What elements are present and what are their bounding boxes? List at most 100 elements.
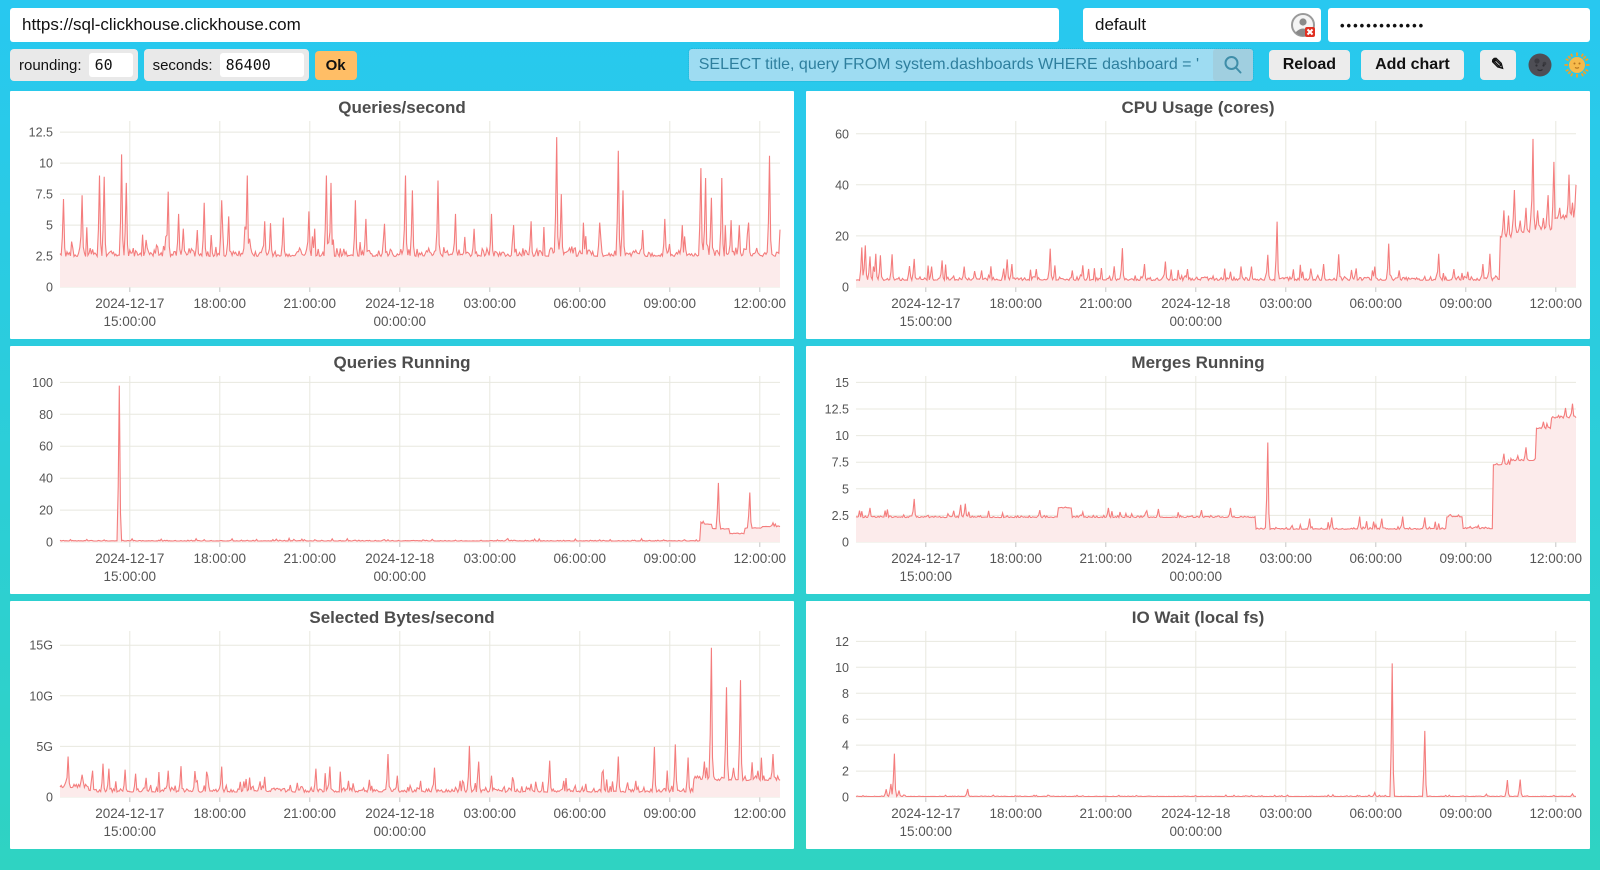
svg-text:2.5: 2.5	[832, 509, 849, 523]
svg-text:2024-12-18: 2024-12-18	[1161, 806, 1230, 821]
svg-text:15: 15	[835, 376, 849, 390]
chart-panel-queries-running: Queries Running 2024-12-17 15:00:00 18:00:…	[10, 346, 794, 594]
svg-text:5: 5	[842, 482, 849, 496]
svg-text:06:00:00: 06:00:00	[1350, 806, 1403, 821]
add-chart-button[interactable]: Add chart	[1361, 50, 1464, 80]
chart-panel-io-wait: IO Wait (local fs) 2024-12-17 15:00:00 18:…	[806, 601, 1590, 849]
connection-bar	[10, 8, 1590, 42]
svg-text:18:00:00: 18:00:00	[990, 551, 1043, 566]
chart-plot-area[interactable]: 2024-12-17 15:00:00 18:00:00 21:00:00 2024-1…	[806, 601, 1590, 849]
svg-text:2024-12-18: 2024-12-18	[365, 296, 434, 311]
svg-text:20: 20	[39, 504, 53, 518]
svg-text:2: 2	[842, 765, 849, 779]
svg-text:2024-12-17: 2024-12-17	[95, 296, 164, 311]
svg-text:7.5: 7.5	[832, 456, 849, 470]
chart-plot-area[interactable]: 2024-12-17 15:00:00 18:00:00 21:00:00 2024-1…	[10, 346, 794, 594]
svg-text:06:00:00: 06:00:00	[554, 806, 607, 821]
svg-text:21:00:00: 21:00:00	[284, 806, 337, 821]
seconds-input[interactable]	[219, 53, 304, 77]
svg-text:12:00:00: 12:00:00	[734, 296, 787, 311]
chart-title: Selected Bytes/second	[309, 608, 495, 627]
svg-text:06:00:00: 06:00:00	[554, 551, 607, 566]
svg-text:21:00:00: 21:00:00	[284, 296, 337, 311]
password-input[interactable]	[1328, 8, 1590, 42]
svg-text:06:00:00: 06:00:00	[1350, 296, 1403, 311]
dashboard-page: rounding: seconds: Ok Reload Add chart ✎	[10, 8, 1590, 849]
svg-text:18:00:00: 18:00:00	[194, 806, 247, 821]
svg-text:09:00:00: 09:00:00	[1440, 551, 1493, 566]
chart-plot-area[interactable]: 2024-12-17 15:00:00 18:00:00 21:00:00 2024-1…	[806, 91, 1590, 339]
svg-text:0: 0	[46, 536, 53, 550]
chart-title: CPU Usage (cores)	[1121, 98, 1275, 117]
light-theme-sun-icon[interactable]	[1564, 52, 1590, 78]
svg-text:2024-12-18: 2024-12-18	[365, 806, 434, 821]
svg-text:8: 8	[842, 687, 849, 701]
svg-text:2024-12-18: 2024-12-18	[365, 551, 434, 566]
controls-bar: rounding: seconds: Ok Reload Add chart ✎	[10, 48, 1590, 82]
svg-text:18:00:00: 18:00:00	[194, 296, 247, 311]
search-input[interactable]	[688, 56, 1213, 74]
svg-text:5: 5	[46, 219, 53, 233]
svg-text:5G: 5G	[36, 740, 53, 754]
svg-text:15:00:00: 15:00:00	[104, 314, 157, 329]
chart-title: Queries/second	[338, 98, 466, 117]
svg-text:2024-12-18: 2024-12-18	[1161, 551, 1230, 566]
user-input[interactable]	[1083, 8, 1321, 42]
svg-text:00:00:00: 00:00:00	[374, 314, 427, 329]
chart-panel-selected-bytes: Selected Bytes/second 2024-12-17 15:00:00…	[10, 601, 794, 849]
svg-text:0: 0	[842, 791, 849, 805]
svg-text:21:00:00: 21:00:00	[1080, 296, 1133, 311]
chart-panel-queries-per-second: Queries/second 2024-12-17 15:00:00 18:00:0…	[10, 91, 794, 339]
chart-plot-area[interactable]: 2024-12-17 15:00:00 18:00:00 21:00:00 2024-1…	[806, 346, 1590, 594]
svg-text:09:00:00: 09:00:00	[644, 551, 697, 566]
svg-text:80: 80	[39, 408, 53, 422]
svg-text:6: 6	[842, 713, 849, 727]
chart-plot-area[interactable]: 2024-12-17 15:00:00 18:00:00 21:00:00 2024-1…	[10, 91, 794, 339]
rounding-input[interactable]	[88, 53, 133, 77]
svg-text:12:00:00: 12:00:00	[734, 551, 787, 566]
svg-text:10G: 10G	[29, 689, 53, 703]
svg-text:10: 10	[835, 661, 849, 675]
seconds-label: seconds:	[152, 56, 213, 74]
svg-text:09:00:00: 09:00:00	[644, 806, 697, 821]
svg-text:03:00:00: 03:00:00	[464, 551, 517, 566]
svg-text:21:00:00: 21:00:00	[1080, 551, 1133, 566]
svg-text:00:00:00: 00:00:00	[374, 569, 427, 584]
svg-text:03:00:00: 03:00:00	[464, 806, 517, 821]
svg-text:12:00:00: 12:00:00	[1530, 806, 1583, 821]
svg-text:12.5: 12.5	[825, 403, 849, 417]
chart-panel-merges-running: Merges Running 2024-12-17 15:00:00 18:00:0…	[806, 346, 1590, 594]
chart-plot-area[interactable]: 2024-12-17 15:00:00 18:00:00 21:00:00 2024-1…	[10, 601, 794, 849]
svg-text:18:00:00: 18:00:00	[990, 296, 1043, 311]
svg-text:21:00:00: 21:00:00	[1080, 806, 1133, 821]
svg-text:2024-12-17: 2024-12-17	[891, 296, 960, 311]
svg-text:2024-12-17: 2024-12-17	[891, 551, 960, 566]
svg-text:0: 0	[842, 536, 849, 550]
chart-title: IO Wait (local fs)	[1131, 608, 1265, 627]
url-input[interactable]	[10, 8, 1059, 42]
svg-text:18:00:00: 18:00:00	[990, 806, 1043, 821]
chart-title: Merges Running	[1131, 353, 1265, 372]
ok-button[interactable]: Ok	[314, 50, 357, 80]
svg-text:09:00:00: 09:00:00	[1440, 806, 1493, 821]
dark-theme-moon-icon[interactable]	[1527, 52, 1553, 78]
chart-panel-cpu-usage: CPU Usage (cores) 2024-12-17 15:00:00 18:0…	[806, 91, 1590, 339]
svg-text:2024-12-18: 2024-12-18	[1161, 296, 1230, 311]
svg-text:40: 40	[39, 472, 53, 486]
svg-text:12.5: 12.5	[29, 126, 53, 140]
svg-text:20: 20	[835, 229, 849, 243]
svg-text:15:00:00: 15:00:00	[104, 569, 157, 584]
search-button[interactable]	[1212, 49, 1253, 81]
svg-text:00:00:00: 00:00:00	[1170, 314, 1223, 329]
reload-button[interactable]: Reload	[1268, 50, 1351, 80]
svg-text:15:00:00: 15:00:00	[900, 569, 953, 584]
seconds-widget: seconds:	[143, 49, 309, 81]
search-icon	[1224, 56, 1242, 74]
user-field-wrap	[1083, 8, 1321, 42]
svg-text:15G: 15G	[29, 639, 53, 653]
svg-text:12:00:00: 12:00:00	[1530, 296, 1583, 311]
svg-text:2.5: 2.5	[36, 250, 53, 264]
svg-text:2024-12-17: 2024-12-17	[95, 551, 164, 566]
edit-charts-button[interactable]: ✎	[1479, 50, 1516, 80]
avatar-broken-image-icon	[1291, 13, 1315, 37]
